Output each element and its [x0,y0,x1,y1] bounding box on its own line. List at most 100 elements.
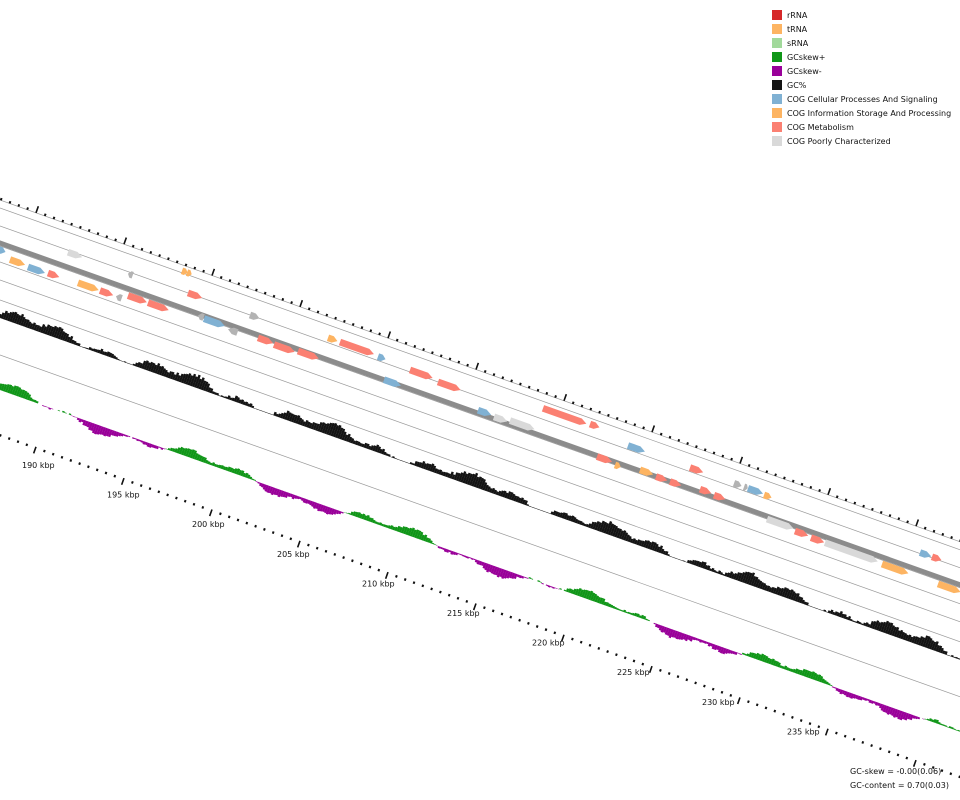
gc-skew-bar [605,602,609,607]
gc-content-bar [781,587,787,598]
gc-content-bar [653,543,659,552]
minor-tick [905,756,909,760]
gc-skew-bar [183,447,188,456]
gc-content-bar [194,374,201,388]
gc-content-bar [167,371,173,379]
gc-skew-bar [140,440,144,443]
minor-tick [395,574,398,578]
gc-skew-bar [812,672,817,680]
minor-tick [307,543,310,547]
gc-content-bar [46,325,53,336]
track-line [0,299,960,643]
gc-skew-bar [909,714,914,721]
gc-skew-bar [259,482,263,487]
minor-tick [642,426,645,430]
gc-content-bar [607,523,614,536]
gc-content-bar [59,331,66,341]
gc-content-bar [455,472,461,482]
gc-content-bar [656,546,661,553]
gc-content-bar [429,463,435,472]
major-tick [827,487,832,496]
minor-tick [483,606,486,610]
gc-content-bar [328,422,335,436]
gc-skew-bar [400,526,406,534]
gc-skew-bar [638,615,642,619]
minor-tick [720,690,724,694]
gc-skew-bar [294,495,298,500]
gc-skew-bar [455,552,459,556]
gc-content-bar [585,523,589,528]
gc-skew-bar [180,447,186,456]
gc-skew-bar [862,697,866,701]
gc-skew-bar [312,502,318,509]
gc-skew-bar [275,488,280,496]
gc-content-bar [205,383,211,392]
gc-content-bar [229,397,233,401]
minor-tick [413,344,417,348]
gc-skew-bar [13,385,20,396]
gc-content-bar [728,571,734,579]
gc-content-bar [88,346,92,351]
gc-skew-bar [376,521,380,525]
gc-skew-bar [950,726,954,730]
minor-tick [369,329,373,333]
minor-tick [412,581,416,585]
gene-arrow [732,480,742,488]
gc-skew-bar [904,712,910,721]
minor-tick [70,222,73,226]
gc-skew-bar [29,397,33,402]
gene-arrow [742,483,748,491]
minor-tick [227,515,231,519]
gc-content-bar [416,461,421,467]
gc-content-bar [29,323,34,330]
gc-skew-bar [506,571,511,579]
gc-content-bar [603,522,610,534]
gc-skew-bar [76,417,80,421]
gc-content-bar [631,538,636,544]
gc-content-bar [915,637,921,645]
gc-content-bar [594,521,600,531]
gc-skew-bar [671,629,676,638]
minor-tick [518,618,521,622]
gc-skew-bar [211,462,216,467]
gc-content-bar [178,373,184,383]
gene-arrow [668,478,682,487]
gc-skew-bar [24,392,30,400]
gc-content-bar [381,448,386,455]
gc-skew-bar [699,639,703,643]
minor-tick [158,254,161,258]
minor-tick [527,621,530,625]
gc-content-bar [422,463,428,470]
gc-content-bar [497,490,502,496]
gc-content-bar [37,326,43,333]
major-tick [296,540,301,548]
gc-content-bar [15,314,22,325]
gc-skew-bar [407,527,413,536]
gc-skew-bar [827,683,831,686]
gc-skew-bar [273,488,278,496]
gc-content-bar [552,510,557,516]
gc-skew-bar [654,623,659,628]
minor-tick [79,225,82,229]
major-tick [824,728,829,736]
minor-tick [271,531,275,534]
gc-skew-bar [35,400,39,404]
gc-skew-bar [734,651,738,656]
gc-content-bar [752,576,759,587]
gc-skew-bar [499,568,505,578]
minor-tick [377,568,381,572]
gc-skew-bar [246,474,251,479]
gc-content-bar [466,473,473,486]
gc-content-bar [161,368,166,377]
gc-skew-bar [381,523,385,527]
minor-tick [791,479,795,483]
gc-skew-bar [466,556,470,559]
gc-skew-bar [574,588,580,596]
gene-arrow [180,267,188,276]
gc-skew-bar [570,589,574,594]
gc-skew-bar [160,447,164,450]
gc-skew-bar [365,514,370,521]
gc-content-bar [460,471,467,483]
gc-skew-bar [249,476,253,480]
gc-skew-bar [508,571,514,579]
